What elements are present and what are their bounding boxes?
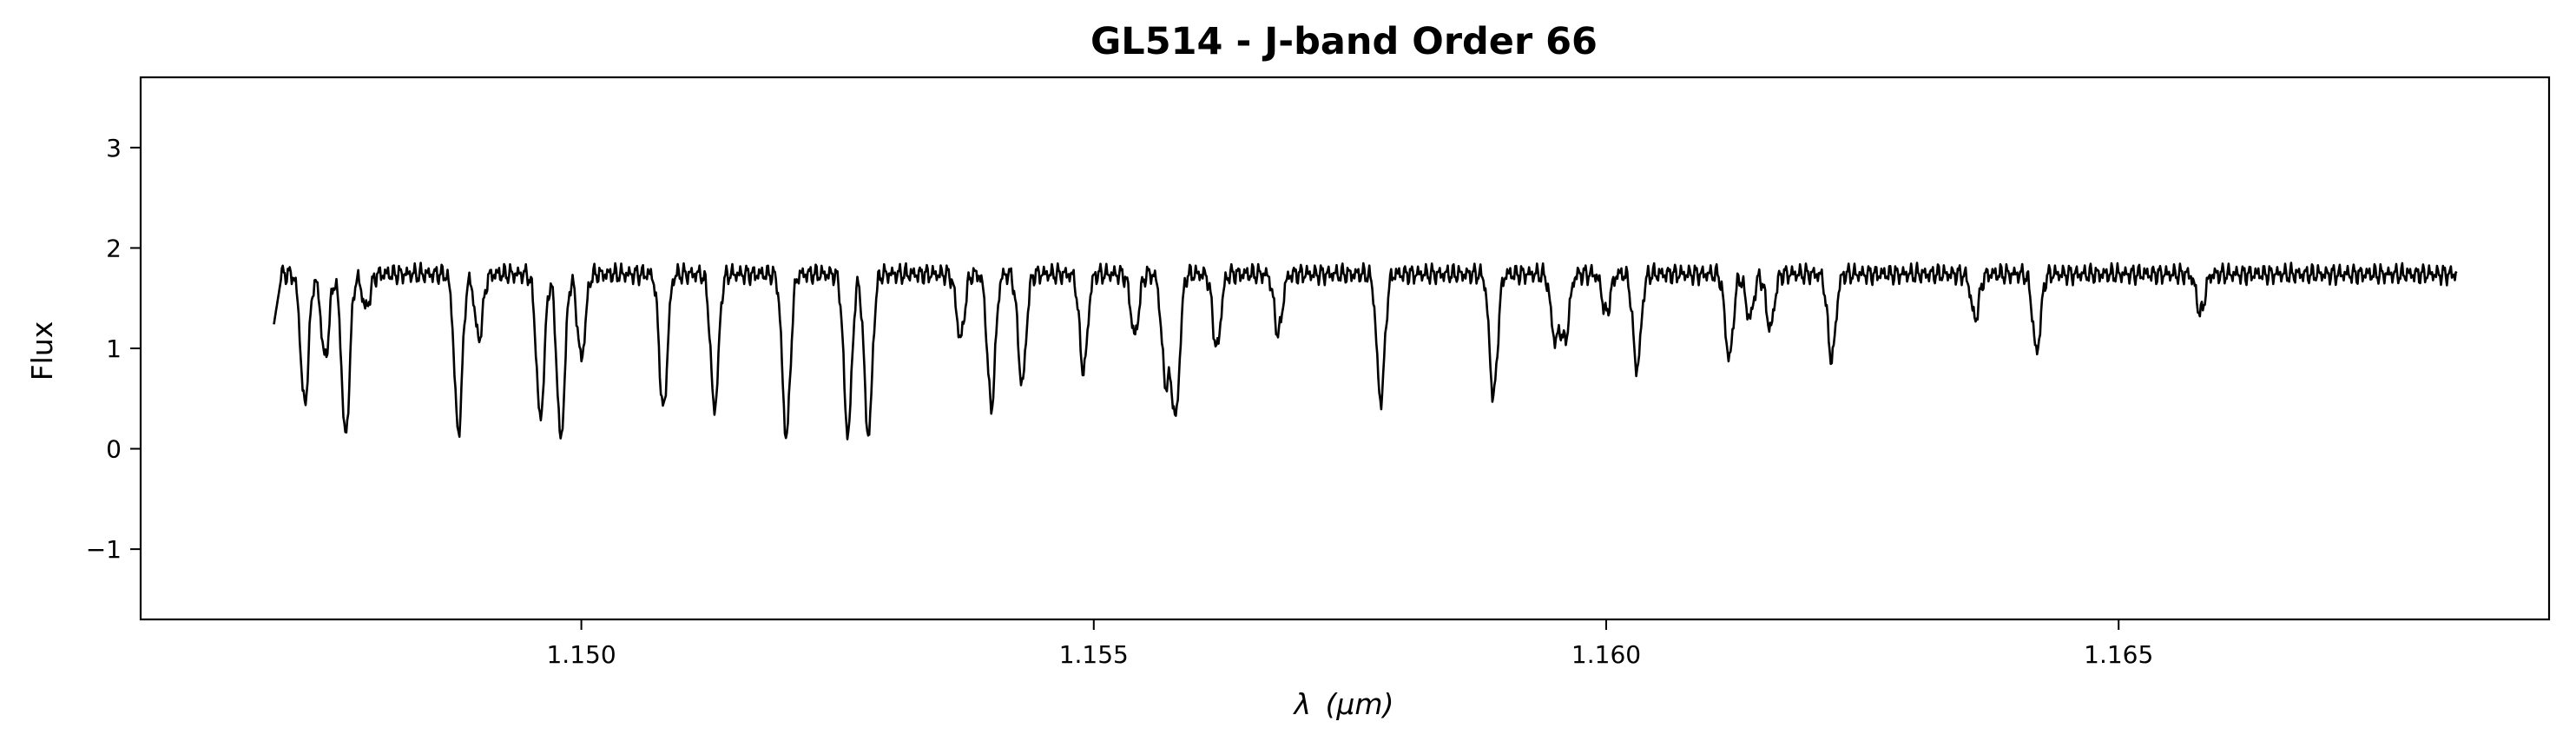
y-axis: −1 0 1 2 3 [86, 134, 141, 564]
y-tick-label: 2 [106, 234, 122, 262]
y-tick-label: −1 [86, 535, 122, 564]
x-tick-label: 1.165 [2084, 640, 2153, 669]
plot-frame [139, 76, 2551, 621]
spectrum-line [273, 261, 2458, 440]
x-axis-symbol: λ [1293, 687, 1312, 721]
y-tick-label: 1 [106, 334, 122, 363]
chart-title: GL514 - J-band Order 66 [1090, 20, 1598, 63]
y-tick-label: 0 [106, 435, 122, 464]
x-tick-label: 1.155 [1059, 640, 1129, 669]
x-axis-unit: (μm) [1326, 687, 1394, 721]
x-axis: 1.150 1.155 1.160 1.165 [546, 619, 2153, 669]
x-tick-label: 1.150 [546, 640, 616, 669]
x-tick-label: 1.160 [1571, 640, 1641, 669]
y-tick-label: 3 [106, 134, 122, 162]
x-axis-label: λ (μm) [1293, 687, 1394, 721]
y-axis-label: Flux [25, 321, 59, 381]
